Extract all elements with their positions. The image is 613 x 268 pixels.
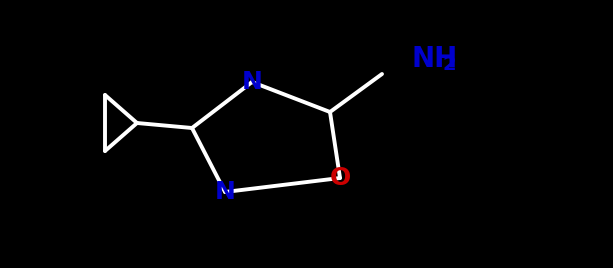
Text: 2: 2 <box>442 55 455 75</box>
Text: NH: NH <box>412 45 459 73</box>
Text: N: N <box>242 70 262 94</box>
Text: O: O <box>329 166 351 190</box>
Text: N: N <box>215 180 235 204</box>
